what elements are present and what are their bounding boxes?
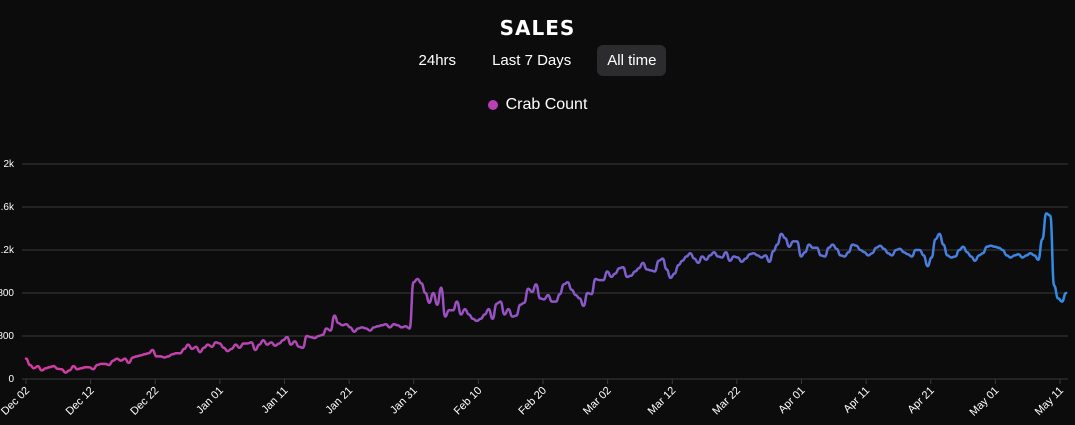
tab-24hrs[interactable]: 24hrs (418, 52, 457, 69)
legend-label: Crab Count (505, 96, 588, 113)
x-tick-label: Jan 01 (194, 385, 226, 417)
x-tick-label: Jan 21 (323, 385, 355, 417)
grid-lines (22, 163, 1068, 380)
x-tick-label: Feb 20 (516, 385, 549, 418)
y-tick-label: 2k (3, 159, 15, 170)
legend-marker-icon (487, 100, 498, 110)
y-tick-label: 800 (0, 288, 14, 299)
series-line-crab-count (24, 212, 1068, 374)
x-tick-label: Dec 12 (64, 385, 97, 418)
chart-title: SALES (499, 16, 576, 40)
x-tick-label: Feb 10 (452, 385, 485, 418)
x-tick-label: May 01 (967, 385, 1001, 419)
x-tick-label: Mar 02 (581, 385, 614, 418)
y-tick-label: .6k (1, 202, 15, 213)
x-tick-label: Jan 11 (259, 385, 290, 416)
tab-last-7-days[interactable]: Last 7 Days (492, 52, 572, 69)
y-tick-label: .2k (1, 245, 15, 256)
x-tick-label: Mar 12 (646, 385, 679, 418)
x-tick-label: Apr 11 (841, 385, 872, 416)
x-tick-label: Apr 01 (776, 385, 807, 416)
y-tick-label: 800 (0, 331, 14, 342)
tab-all-time[interactable]: All time (597, 45, 667, 76)
x-tick-label: Dec 22 (128, 385, 161, 418)
y-axis: 0 800 800 .2k .6k 2k (0, 159, 15, 385)
x-tick-label: Apr 21 (905, 385, 936, 416)
x-axis: Dec 02 Dec 12 Dec 22 Jan 01 Jan 11 Jan 21 Jan … (0, 379, 1066, 419)
x-tick-label: Mar 22 (710, 385, 743, 418)
x-tick-label: May 11 (1033, 385, 1066, 418)
y-tick-label: 0 (8, 374, 14, 385)
x-tick-label: Dec 02 (0, 385, 32, 418)
chart-legend[interactable]: Crab Count (0, 96, 1075, 114)
time-range-tabs: 24hrs Last 7 Days All time (0, 45, 1075, 76)
x-tick-label: Jan 31 (388, 385, 420, 417)
